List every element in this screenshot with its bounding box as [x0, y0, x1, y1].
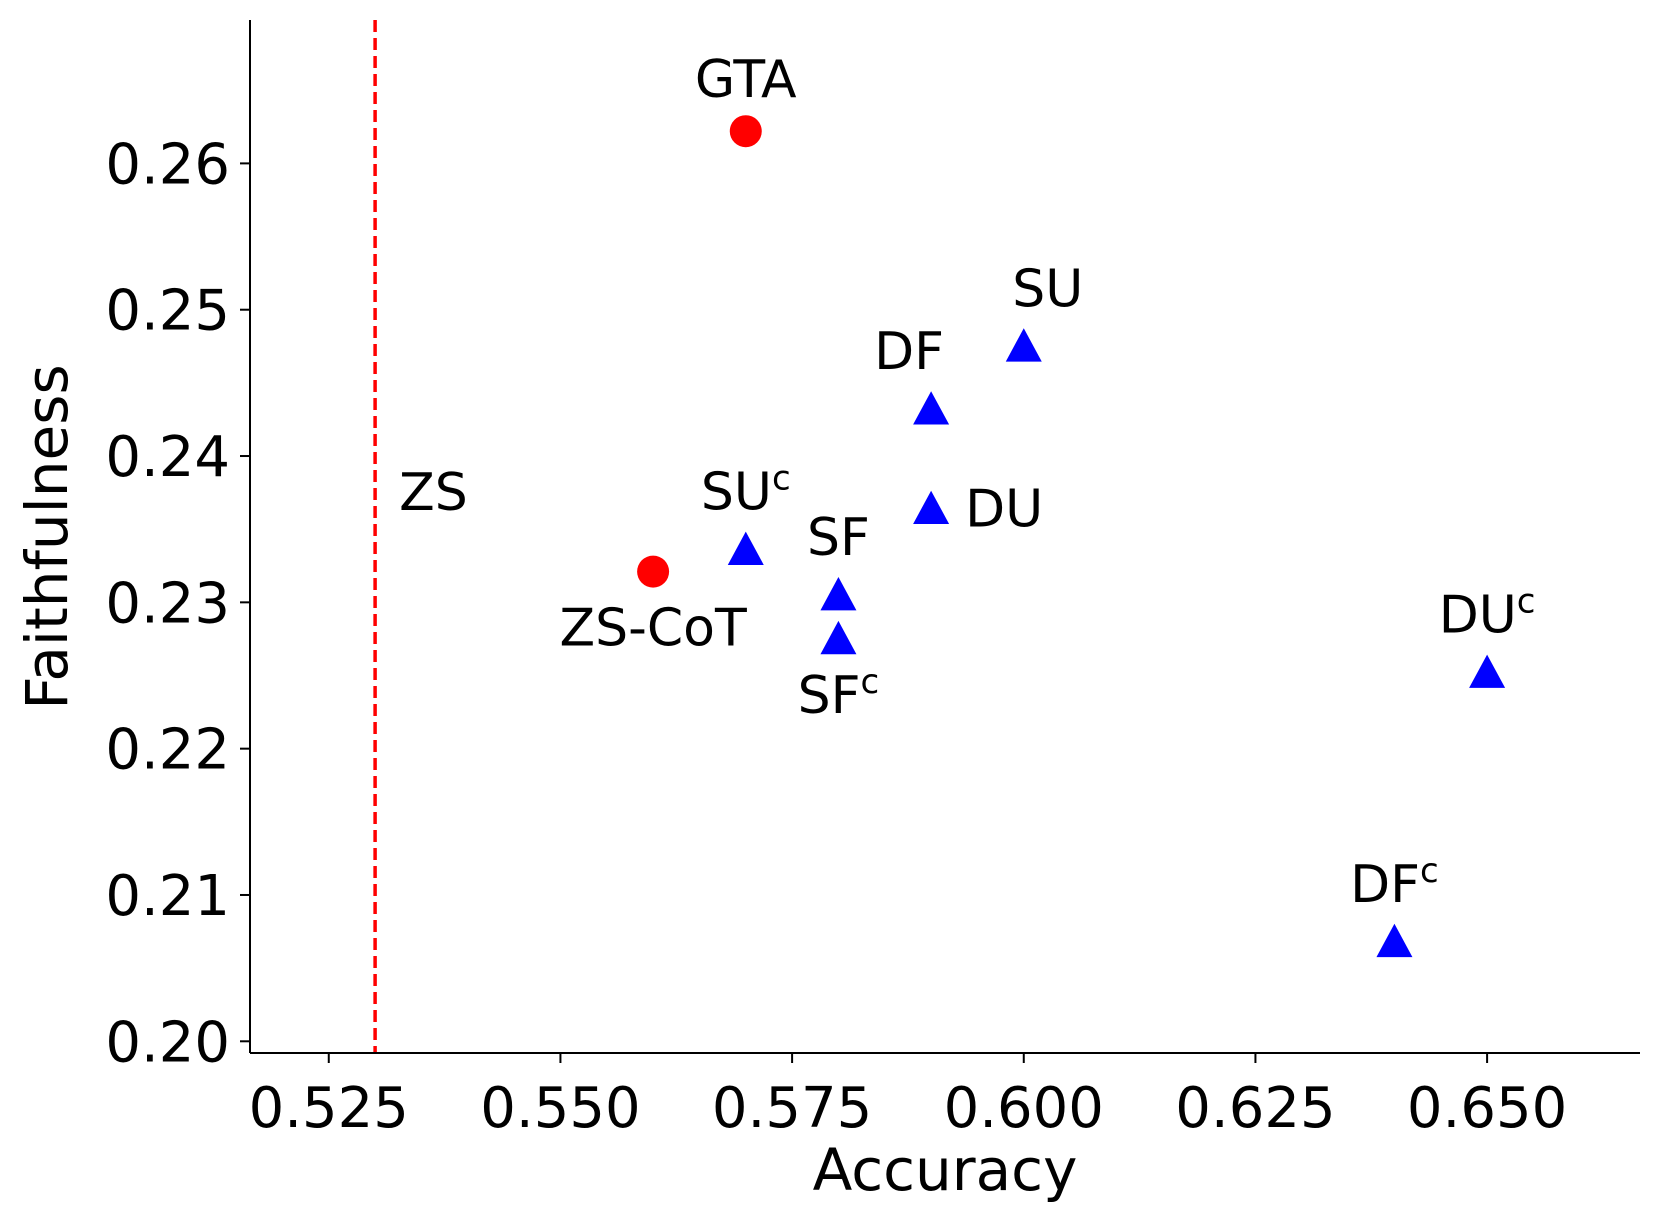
y-axis-label: Faithfulness: [13, 364, 81, 709]
y-tick-label: 0.22: [105, 718, 230, 783]
y-tick-label: 0.20: [105, 1010, 230, 1075]
label-dfc: DFc: [1350, 851, 1439, 915]
y-tick-label: 0.23: [105, 571, 230, 636]
label-du: DU: [965, 480, 1043, 540]
label-sfc: SFc: [798, 662, 880, 726]
x-axis-label: Accuracy: [813, 1136, 1078, 1204]
x-tick-label: 0.550: [480, 1076, 640, 1141]
label-sf: SF: [807, 508, 870, 568]
x-tick-label: 0.575: [712, 1076, 872, 1141]
x-tick-label: 0.600: [944, 1076, 1104, 1141]
point-gta: [729, 115, 762, 148]
point-su: [1005, 328, 1042, 362]
x-tick-label: 0.625: [1175, 1076, 1335, 1141]
point-dfc: [1376, 923, 1413, 958]
point-sf: [820, 577, 857, 611]
reference-line-layer: ZS: [373, 20, 468, 1053]
y-tick-label: 0.21: [105, 864, 230, 929]
y-tick-label: 0.26: [105, 132, 230, 197]
point-sfc: [820, 620, 857, 655]
label-duc: DUc: [1439, 582, 1536, 646]
point-labels-layer: GTA ZS-CoT SU DF DU SUc SF SFc DUc DFc: [559, 50, 1535, 915]
x-tick-label: 0.525: [249, 1076, 409, 1141]
point-suc: [727, 531, 764, 565]
label-su: SU: [1012, 259, 1083, 319]
y-tick-label: 0.24: [105, 425, 230, 490]
label-df: DF: [874, 322, 944, 382]
label-zs-cot: ZS-CoT: [559, 599, 747, 659]
axes-layer: 0.525 0.550 0.575 0.600 0.625 0.650 0.20 0.21 0.…: [105, 20, 1640, 1141]
label-gta: GTA: [695, 50, 797, 110]
reference-line-label: ZS: [399, 463, 468, 523]
point-duc: [1469, 654, 1506, 688]
y-tick-label: 0.25: [105, 279, 230, 344]
marks-layer: [637, 115, 1506, 958]
point-df: [913, 391, 950, 425]
point-zs-cot: [637, 555, 670, 588]
x-tick-label: 0.650: [1407, 1076, 1567, 1141]
point-du: [913, 490, 950, 524]
label-suc: SUc: [701, 459, 791, 523]
